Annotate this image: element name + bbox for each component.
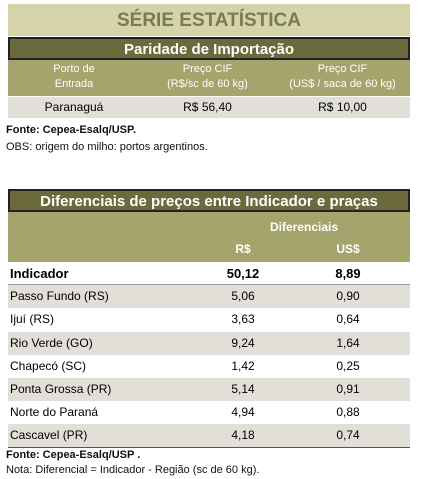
row bbox=[8, 354, 410, 378]
cell: 9,24 bbox=[231, 335, 255, 350]
cell: 5,06 bbox=[231, 289, 255, 304]
cell: 4,18 bbox=[231, 428, 255, 443]
column-header: Porto de bbox=[8, 63, 140, 78]
cell: R$ 10,00 bbox=[318, 100, 367, 114]
row-label: Chapecó (SC) bbox=[10, 358, 87, 373]
cell: 0,88 bbox=[336, 405, 360, 420]
cell: 0,90 bbox=[336, 289, 360, 304]
column-header: R$ bbox=[198, 242, 288, 256]
row-label: Cascavel (PR) bbox=[10, 428, 88, 443]
row bbox=[8, 331, 410, 355]
row bbox=[8, 424, 410, 448]
cell: 5,14 bbox=[231, 382, 255, 396]
row-label: Indicador bbox=[10, 266, 69, 281]
cell: 3,63 bbox=[231, 312, 255, 327]
cell: 1,64 bbox=[336, 335, 360, 350]
row-label: Rio Verde (GO) bbox=[10, 335, 93, 350]
banner-title: SÉRIE ESTATÍSTICA bbox=[8, 4, 410, 36]
table-border bbox=[8, 447, 410, 448]
column-header: Entrada bbox=[8, 78, 140, 93]
row-label: Passo Fundo (RS) bbox=[10, 289, 109, 304]
row-label: Ijuí (RS) bbox=[10, 312, 55, 327]
cell: 0,64 bbox=[336, 312, 360, 327]
cell: Paranaguá bbox=[44, 100, 104, 114]
cell: 0,25 bbox=[336, 358, 360, 373]
table-title: Paridade de Importação bbox=[8, 37, 410, 60]
cell: 8,89 bbox=[335, 266, 361, 281]
row bbox=[8, 308, 410, 332]
cell: 1,42 bbox=[231, 358, 255, 373]
cell: 0,74 bbox=[336, 428, 360, 443]
column-header: Preço CIF bbox=[140, 63, 275, 78]
table-title: Diferenciais de preços entre Indicador e… bbox=[8, 189, 410, 212]
row-label: Norte do Paraná bbox=[10, 405, 99, 420]
column-header: Preço CIF bbox=[275, 63, 410, 78]
row bbox=[8, 285, 410, 309]
table: Diferenciais R$ US$ Indicador 50,12 8,89 Passo… bbox=[8, 212, 410, 448]
row bbox=[8, 262, 410, 285]
table: Porto de Entrada Preço CIF (R$/sc de 60 kg)… bbox=[8, 60, 410, 118]
cell: 0,91 bbox=[336, 382, 360, 396]
note: OBS: origem do milho: portos argentinos. bbox=[6, 141, 208, 153]
row bbox=[8, 378, 410, 401]
group-header: Diferenciais bbox=[204, 220, 404, 234]
row bbox=[8, 97, 410, 118]
column-header: (US$ / saca de 60 kg) bbox=[275, 78, 410, 93]
note: Nota: Diferencial = Indicador - Região (… bbox=[6, 464, 260, 476]
cell: R$ 56,40 bbox=[183, 100, 232, 114]
source: Fonte: Cepea-Esalq/USP . bbox=[6, 449, 141, 461]
column-header: (R$/sc de 60 kg) bbox=[140, 78, 275, 93]
row-label: Ponta Grossa (PR) bbox=[10, 382, 112, 396]
cell: 4,94 bbox=[231, 405, 255, 420]
column-header: US$ bbox=[298, 242, 398, 256]
source: Fonte: Cepea-Esalq/USP. bbox=[6, 124, 136, 136]
cell: 50,12 bbox=[226, 266, 260, 281]
row bbox=[8, 401, 410, 425]
